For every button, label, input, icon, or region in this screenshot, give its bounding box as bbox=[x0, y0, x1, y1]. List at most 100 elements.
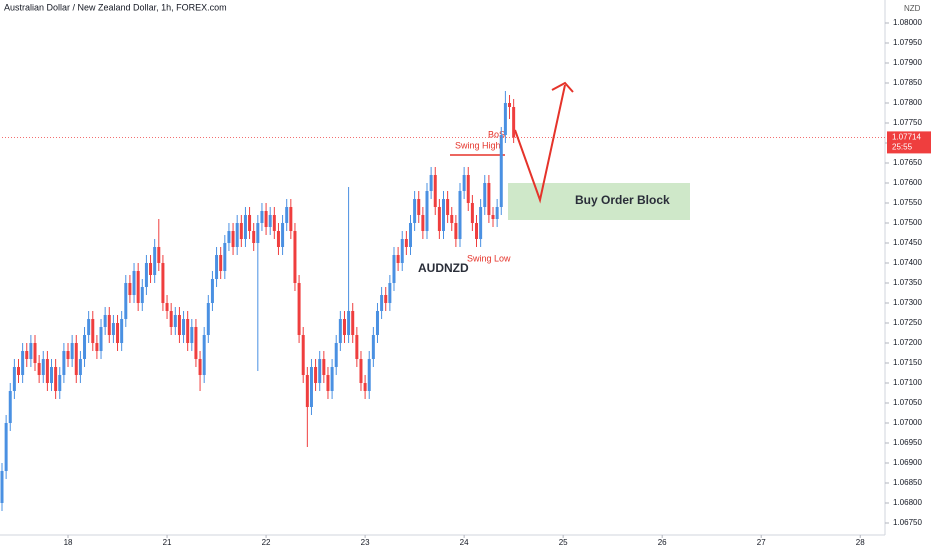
candle-body bbox=[503, 103, 507, 135]
candle-body bbox=[309, 367, 313, 407]
candle-body bbox=[326, 375, 330, 391]
candle-body bbox=[508, 103, 512, 107]
symbol-label: AUDNZD bbox=[418, 261, 469, 275]
candle-body bbox=[8, 391, 12, 423]
candle-body bbox=[128, 283, 132, 295]
candle-body bbox=[479, 207, 483, 239]
candle-body bbox=[177, 315, 181, 335]
candle-body bbox=[99, 327, 103, 351]
y-tick-label: 1.07100 bbox=[893, 378, 922, 387]
y-tick-label: 1.07750 bbox=[893, 118, 922, 127]
candle-body bbox=[458, 191, 462, 239]
x-tick-label: 24 bbox=[460, 538, 469, 547]
candle-body bbox=[429, 175, 433, 191]
candle-body bbox=[351, 311, 355, 335]
candle-body bbox=[408, 223, 412, 247]
candle-body bbox=[281, 223, 285, 247]
y-tick-label: 1.06750 bbox=[893, 518, 922, 527]
candle-body bbox=[305, 375, 309, 407]
candle-body bbox=[248, 215, 252, 231]
candle-body bbox=[173, 315, 177, 327]
candle-body bbox=[219, 255, 223, 271]
candle-body bbox=[359, 359, 363, 383]
y-tick-label: 1.07200 bbox=[893, 338, 922, 347]
candle-body bbox=[120, 319, 124, 343]
candle-body bbox=[91, 319, 95, 343]
candle-body bbox=[206, 303, 210, 335]
candle-body bbox=[342, 319, 346, 335]
candle-body bbox=[380, 295, 384, 311]
candle-body bbox=[83, 335, 87, 359]
y-tick-label: 1.07000 bbox=[893, 418, 922, 427]
candle-body bbox=[17, 367, 21, 375]
candle-body bbox=[58, 375, 62, 391]
candle-body bbox=[190, 327, 194, 343]
candle-body bbox=[392, 255, 396, 283]
candle-body bbox=[227, 231, 231, 243]
candle-body bbox=[330, 367, 334, 391]
y-tick-label: 1.07300 bbox=[893, 298, 922, 307]
candle-body bbox=[450, 215, 454, 223]
x-tick-label: 18 bbox=[64, 538, 73, 547]
candle-body bbox=[153, 247, 157, 275]
candle-body bbox=[12, 367, 16, 391]
candle-body bbox=[198, 359, 202, 375]
candle-body bbox=[144, 263, 148, 287]
bos-label: BoS bbox=[488, 129, 505, 139]
candle-body bbox=[318, 359, 322, 383]
candle-body bbox=[256, 223, 260, 243]
candle-body bbox=[165, 303, 169, 311]
candle-body bbox=[297, 283, 301, 335]
candle-body bbox=[116, 323, 120, 343]
candle-body bbox=[62, 351, 66, 375]
candle-body bbox=[338, 319, 342, 343]
candle-body bbox=[421, 215, 425, 231]
x-tick-label: 26 bbox=[658, 538, 667, 547]
candle-body bbox=[433, 175, 437, 207]
candle-body bbox=[495, 207, 499, 219]
candle-body bbox=[136, 271, 140, 303]
candle-body bbox=[499, 135, 503, 207]
chart-title: Australian Dollar / New Zealand Dollar, … bbox=[4, 2, 227, 12]
candle-body bbox=[239, 223, 243, 239]
candle-body bbox=[272, 215, 276, 231]
candle-body bbox=[223, 243, 227, 271]
candle-body bbox=[334, 343, 338, 367]
candle-body bbox=[210, 279, 214, 303]
candle-body bbox=[417, 199, 421, 215]
candle-body bbox=[103, 315, 107, 327]
candle-body bbox=[293, 231, 297, 283]
candle-body bbox=[475, 223, 479, 239]
countdown-label: 25:55 bbox=[892, 143, 913, 152]
candle-body bbox=[314, 367, 318, 383]
candle-body bbox=[132, 271, 136, 295]
candle-body bbox=[194, 327, 198, 359]
candle-body bbox=[54, 367, 58, 391]
candle-body bbox=[157, 247, 161, 263]
candle-body bbox=[74, 343, 78, 375]
candle-body bbox=[107, 315, 111, 335]
candle-body bbox=[4, 423, 8, 471]
x-tick-label: 21 bbox=[163, 538, 172, 547]
candle-body bbox=[285, 207, 289, 223]
candle-body bbox=[367, 359, 371, 391]
candle-body bbox=[264, 211, 268, 227]
candle-body bbox=[21, 351, 25, 375]
candle-body bbox=[512, 107, 516, 138]
y-tick-label: 1.06800 bbox=[893, 498, 922, 507]
candle-body bbox=[371, 335, 375, 359]
y-tick-label: 1.07500 bbox=[893, 218, 922, 227]
candle-body bbox=[50, 367, 54, 383]
candle-body bbox=[483, 183, 487, 207]
candle-body bbox=[161, 263, 165, 303]
candle-body bbox=[446, 199, 450, 215]
x-tick-label: 22 bbox=[262, 538, 271, 547]
y-tick-label: 1.07050 bbox=[893, 398, 922, 407]
y-tick-label: 1.07900 bbox=[893, 58, 922, 67]
candle-body bbox=[169, 311, 173, 327]
x-tick-label: 28 bbox=[856, 538, 865, 547]
candle-body bbox=[462, 175, 466, 191]
projection-arrow bbox=[514, 84, 566, 204]
y-tick-label: 1.07400 bbox=[893, 258, 922, 267]
